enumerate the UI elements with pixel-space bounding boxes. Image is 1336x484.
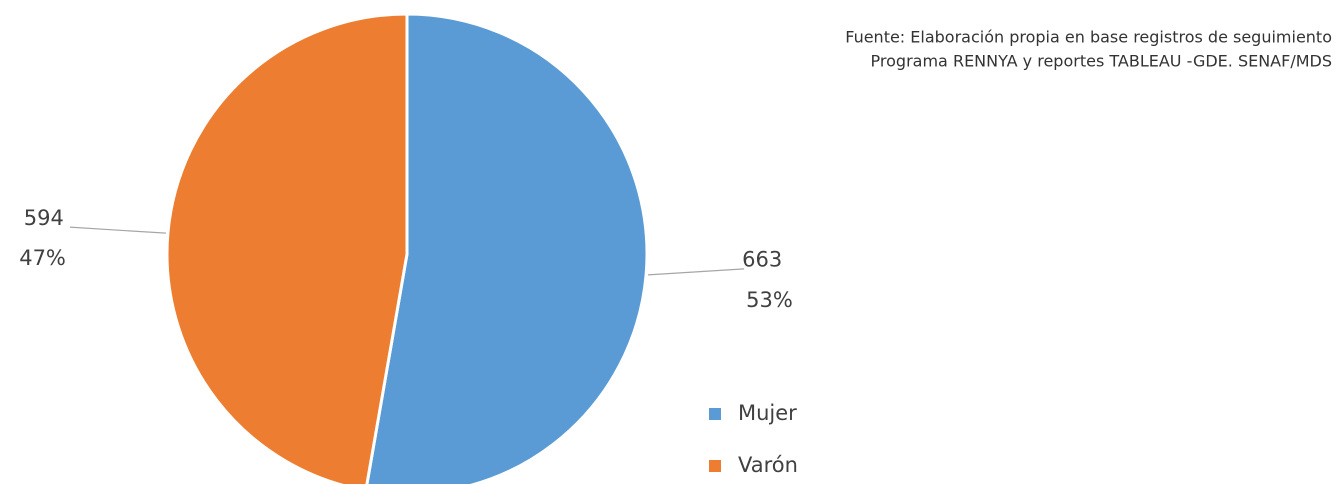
- leader-line: [648, 268, 745, 276]
- legend-label: Mujer: [738, 401, 797, 425]
- data-label: 53%: [746, 288, 793, 312]
- legend-label: Varón: [738, 453, 798, 477]
- source-note: Fuente: Elaboración propia en base regis…: [845, 28, 1332, 47]
- data-label: 663: [742, 248, 782, 272]
- pie-slice: [165, 12, 409, 484]
- source-note: Programa RENNYA y reportes TABLEAU -GDE.…: [871, 52, 1332, 71]
- pie-slice: [365, 12, 649, 484]
- leader-line: [69, 226, 166, 234]
- data-label: 47%: [19, 246, 66, 270]
- legend-swatch: [709, 408, 721, 420]
- data-label: 594: [24, 206, 64, 230]
- legend-swatch: [709, 460, 721, 472]
